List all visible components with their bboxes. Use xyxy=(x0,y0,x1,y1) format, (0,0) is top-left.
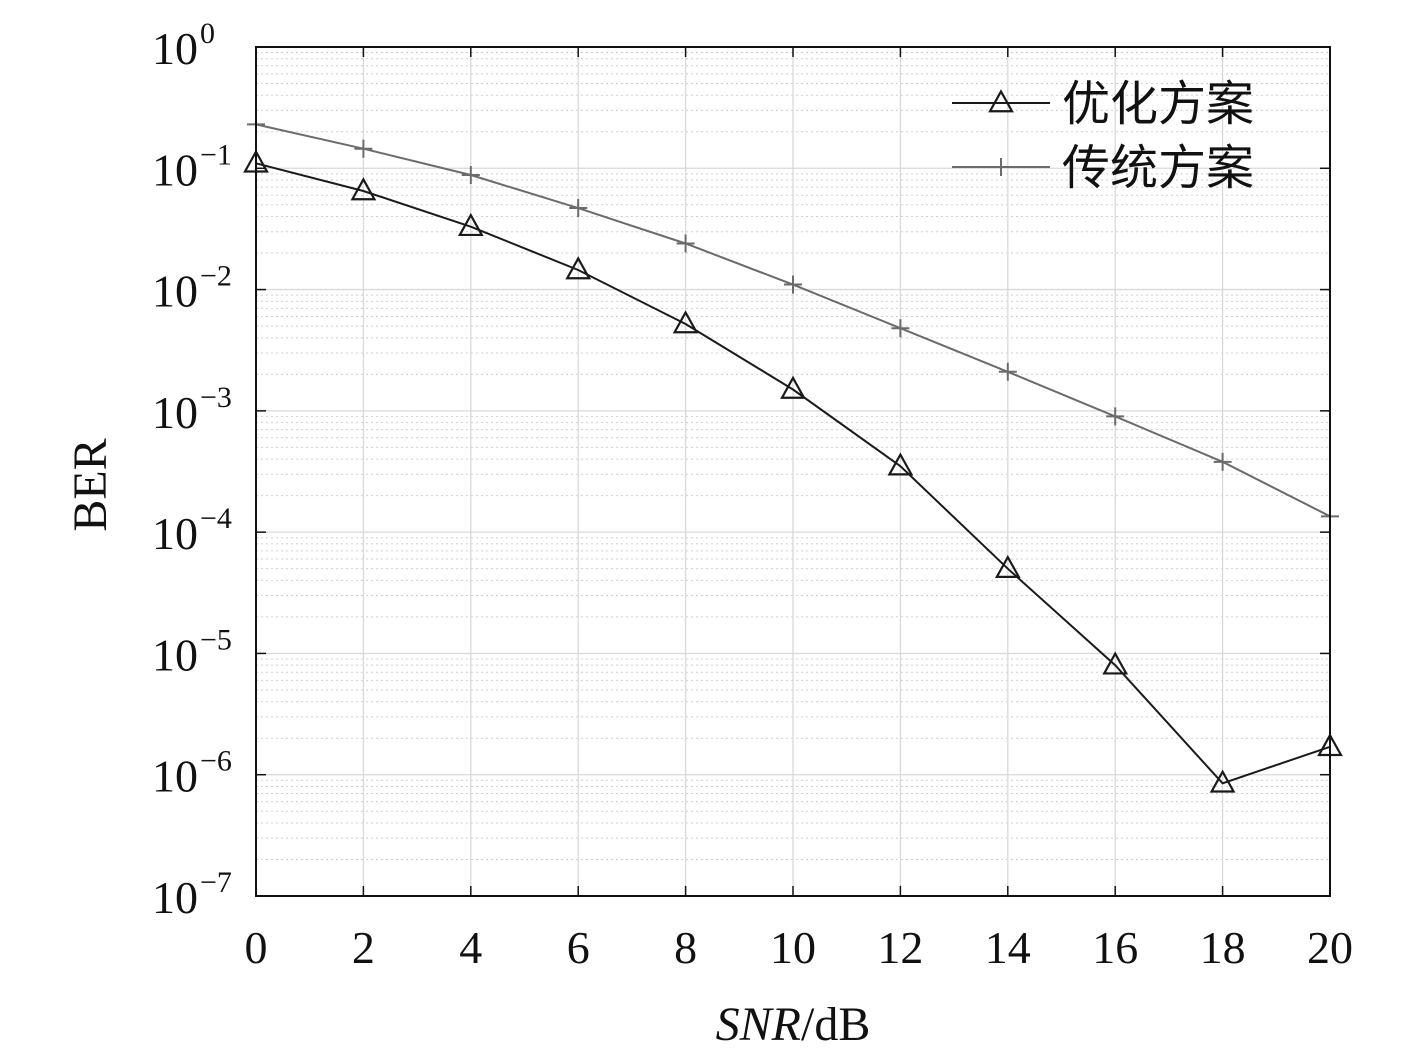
series-1 xyxy=(243,149,1343,793)
y-tick-label: 10 0 xyxy=(152,17,215,74)
series-2 xyxy=(247,115,1339,526)
y-tick-label: 10 −1 xyxy=(152,138,232,195)
x-tick-label: 16 xyxy=(1092,922,1138,973)
y-tick-label: 10 −4 xyxy=(152,502,232,559)
data-point xyxy=(569,199,588,218)
y-tick-base: 10 xyxy=(152,751,198,802)
data-point xyxy=(887,452,914,476)
y-tick-exponent: −1 xyxy=(200,138,232,171)
y-tick-base: 10 xyxy=(152,872,198,923)
data-point xyxy=(457,212,484,237)
axis-ticks xyxy=(255,46,1331,897)
series-lines xyxy=(243,115,1343,793)
x-tick-label: 12 xyxy=(877,922,923,973)
x-tick-label: 8 xyxy=(674,922,697,973)
x-axis-title: SNR/dB xyxy=(716,998,871,1051)
y-axis-title: BER xyxy=(64,438,117,531)
data-point xyxy=(780,375,806,399)
data-point xyxy=(998,362,1017,381)
y-tick-label: 10 −6 xyxy=(152,745,232,802)
data-point xyxy=(1213,452,1232,471)
y-tick-base: 10 xyxy=(152,508,198,559)
data-point xyxy=(461,166,480,185)
y-tick-exponent: 0 xyxy=(200,17,215,50)
y-tick-label: 10 −7 xyxy=(152,866,232,923)
x-tick-label: 18 xyxy=(1200,922,1246,973)
data-point xyxy=(1106,407,1125,426)
y-tick-label: 10 −3 xyxy=(152,381,232,438)
y-tick-exponent: −6 xyxy=(200,745,232,778)
x-tick-label: 0 xyxy=(245,922,268,973)
data-point xyxy=(354,139,373,158)
data-point xyxy=(672,310,699,334)
legend-marker xyxy=(992,158,1010,176)
data-point xyxy=(784,275,802,294)
data-point xyxy=(676,234,695,253)
legend-item-1: 优化方案 xyxy=(952,78,1254,131)
data-point xyxy=(994,554,1021,579)
x-tick-label: 14 xyxy=(985,922,1031,973)
x-tick-label: 20 xyxy=(1307,922,1353,973)
y-tick-exponent: −2 xyxy=(200,260,232,293)
y-tick-label: 10 −2 xyxy=(152,260,232,317)
y-tick-base: 10 xyxy=(152,144,198,195)
x-tick-label: 6 xyxy=(567,922,590,973)
data-point xyxy=(1102,651,1129,675)
x-tick-label: 10 xyxy=(770,922,816,973)
x-tick-label: 4 xyxy=(459,922,482,973)
y-tick-base: 10 xyxy=(152,266,198,317)
y-tick-exponent: −4 xyxy=(200,502,232,535)
x-tick-label: 2 xyxy=(352,922,375,973)
data-point xyxy=(1209,769,1236,793)
y-tick-exponent: −7 xyxy=(200,866,232,899)
y-tick-exponent: −5 xyxy=(200,623,232,656)
y-tick-base: 10 xyxy=(152,23,198,74)
x-axis-title-unit: /dB xyxy=(801,998,870,1051)
data-point xyxy=(565,256,592,280)
y-tick-label: 10 −5 xyxy=(152,623,232,680)
legend-marker xyxy=(988,89,1014,113)
x-tick-labels: 0 2 4 6 8 10 12 14 16 18 20 xyxy=(245,922,1354,973)
legend-label: 优化方案 xyxy=(1062,78,1254,131)
legend-label: 传统方案 xyxy=(1062,142,1254,195)
y-tick-exponent: −3 xyxy=(200,381,232,414)
legend-item-2: 传统方案 xyxy=(952,142,1254,195)
y-tick-base: 10 xyxy=(152,629,198,680)
data-point xyxy=(891,319,910,338)
y-tick-base: 10 xyxy=(152,387,198,438)
series-line-1 xyxy=(255,162,1331,785)
data-point xyxy=(350,177,377,201)
x-axis-title-var: SNR xyxy=(716,998,801,1051)
